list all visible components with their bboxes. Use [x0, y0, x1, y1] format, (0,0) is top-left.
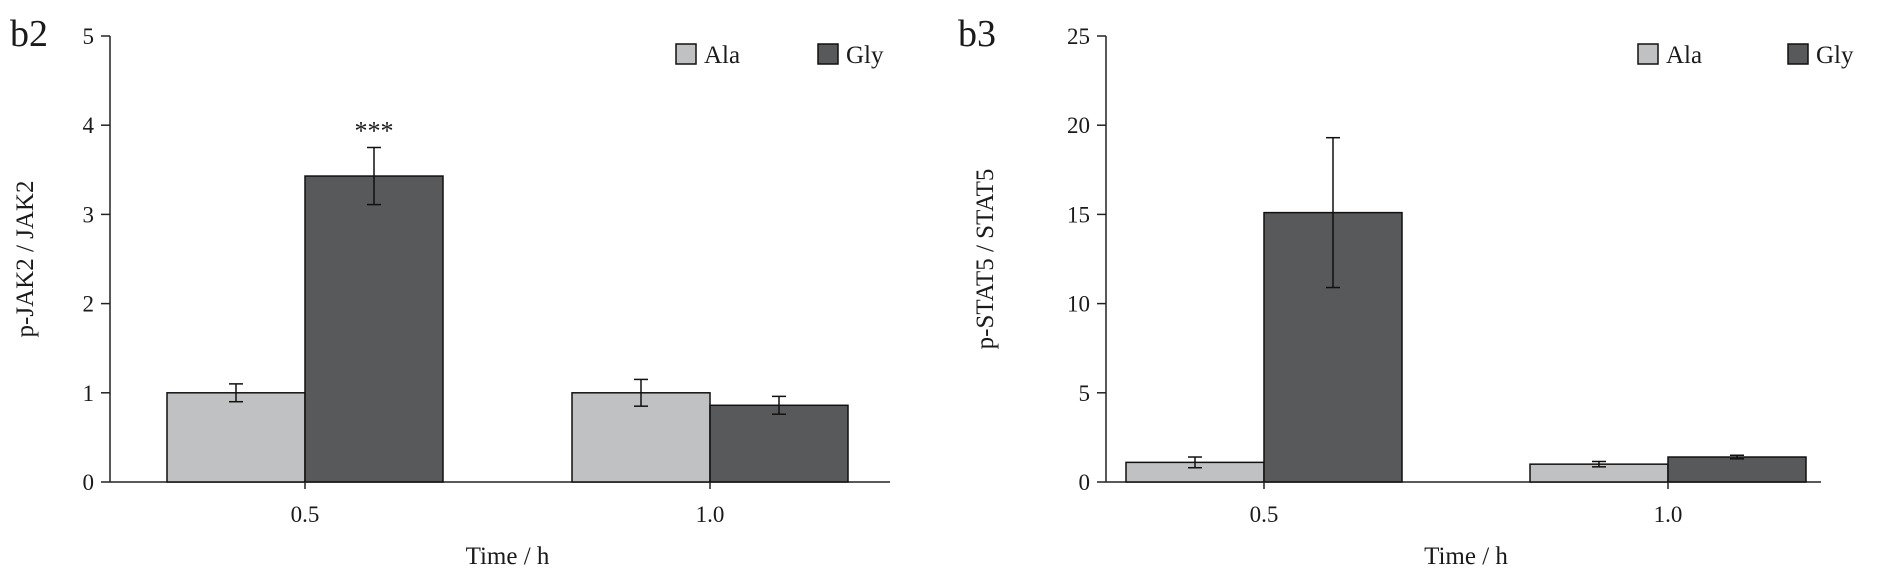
- x-tick-label: 0.5: [1250, 502, 1279, 527]
- panel-label: b3: [958, 13, 996, 55]
- y-tick-label: 25: [1067, 24, 1090, 49]
- legend-swatch-ala: [675, 43, 697, 65]
- x-axis-title: Time / h: [466, 543, 550, 570]
- bar-ala-0.5: [166, 392, 306, 483]
- y-tick-label: 2: [83, 292, 95, 317]
- legend-label-gly: Gly: [846, 42, 884, 69]
- chart-panel-b2: b2 0 1 2 3 4 5 p-JAK2 / JAK2 0.5 1.0 *** Time / h Al…: [10, 13, 890, 570]
- legend-label-gly: Gly: [1816, 42, 1854, 69]
- y-tick-label: 20: [1067, 113, 1090, 138]
- bar-gly-0.5: [304, 175, 444, 483]
- legend-swatch-ala: [1637, 43, 1659, 65]
- y-tick-label: 4: [83, 113, 95, 138]
- x-tick-label: 0.5: [291, 502, 320, 527]
- bar-gly-1.0: [709, 404, 849, 483]
- x-tick-label: 1.0: [696, 502, 725, 527]
- bar-gly-1.0: [1667, 456, 1807, 483]
- y-tick-label: 10: [1067, 292, 1090, 317]
- y-tick-label: 5: [1079, 381, 1091, 406]
- significance-annotation: ***: [355, 117, 394, 146]
- x-axis-title: Time / h: [1424, 543, 1508, 570]
- y-tick-label: 0: [1079, 470, 1091, 495]
- y-tick-label: 3: [83, 202, 95, 227]
- legend-label-ala: Ala: [704, 42, 740, 69]
- legend-swatch-gly: [817, 43, 839, 65]
- y-tick-label: 5: [83, 24, 95, 49]
- y-tick-label: 1: [83, 381, 95, 406]
- legend-swatch-gly: [1787, 43, 1809, 65]
- y-axis-title: p-STAT5 / STAT5: [972, 169, 999, 350]
- y-tick-label: 0: [83, 470, 95, 495]
- panel-label: b2: [10, 13, 48, 55]
- y-axis-title: p-JAK2 / JAK2: [12, 181, 39, 338]
- legend-label-ala: Ala: [1666, 42, 1702, 69]
- y-tick-label: 15: [1067, 202, 1090, 227]
- bar-ala-1.0: [571, 392, 711, 483]
- chart-panel-b3: b3 0 5 10 15 20 25 p-STAT5 / STAT5 0.5 1.0 Time / …: [958, 13, 1854, 570]
- x-tick-label: 1.0: [1654, 502, 1683, 527]
